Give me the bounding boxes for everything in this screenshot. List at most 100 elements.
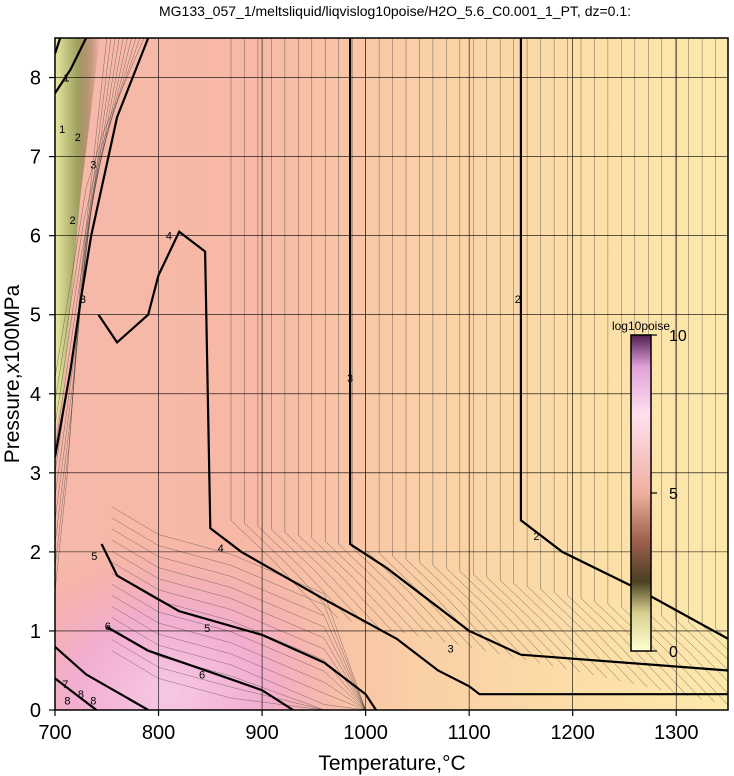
minor-contour-43 bbox=[111, 584, 366, 710]
contour-label-5: 4 bbox=[218, 543, 224, 555]
y-tick-label-0: 0 bbox=[30, 700, 41, 722]
colorbar-scale bbox=[630, 334, 652, 652]
major-contours bbox=[55, 38, 728, 710]
minor-contour-21 bbox=[513, 38, 608, 679]
major-contour-5-4 bbox=[100, 543, 377, 710]
minor-contour-37 bbox=[111, 650, 366, 710]
colorbar-ticks: 0 5 10 bbox=[651, 328, 687, 661]
major-contour-3-6 bbox=[55, 38, 150, 458]
colorbar-tick-label-0: 0 bbox=[669, 644, 678, 661]
minor-contour-47 bbox=[111, 539, 366, 710]
contour-label-9: 6 bbox=[105, 621, 111, 633]
minor-contour-11 bbox=[378, 38, 473, 649]
minor-contour-7 bbox=[324, 38, 419, 637]
minor-contour-1 bbox=[244, 38, 338, 619]
major-contour-1-8 bbox=[55, 38, 62, 55]
y-tick-label-2: 2 bbox=[30, 542, 41, 564]
x-axis-label: Temperature,°C bbox=[318, 752, 465, 775]
plot-frame bbox=[54, 37, 729, 711]
minor-contour-50 bbox=[111, 506, 366, 710]
colorbar-tick-label-1: 5 bbox=[669, 486, 678, 503]
colorbar-label: log10poise bbox=[612, 319, 670, 333]
minor-contour-46 bbox=[111, 550, 366, 710]
y-tick-label-7: 7 bbox=[30, 147, 41, 169]
x-tick-label-5: 1200 bbox=[550, 722, 595, 744]
contour-label-13: 8 bbox=[90, 696, 96, 708]
minor-contour-14 bbox=[419, 38, 513, 658]
major-contour-7-9 bbox=[55, 645, 149, 710]
minor-contour-30 bbox=[634, 38, 728, 706]
minor-contour-41 bbox=[111, 606, 366, 710]
minor-contour-33 bbox=[674, 38, 728, 671]
contour-label-10: 7 bbox=[62, 679, 68, 691]
contour-label-18: 1 bbox=[63, 73, 69, 85]
contour-label-17: 2 bbox=[70, 215, 76, 227]
chart-title: MG133_057_1/meltsliquid/liqvislog10poise… bbox=[159, 3, 631, 19]
colorbar: log10poise 0 5 10 bbox=[612, 319, 687, 661]
minor-contour-18 bbox=[473, 38, 567, 670]
minor-contour-28 bbox=[607, 38, 702, 700]
contour-label-8: 6 bbox=[199, 669, 205, 681]
contour-label-15: 3 bbox=[90, 159, 96, 171]
y-tick-label-8: 8 bbox=[30, 68, 41, 90]
x-tick-label-2: 900 bbox=[245, 722, 278, 744]
minor-contour-9 bbox=[351, 38, 446, 643]
x-tick-label-1: 800 bbox=[142, 722, 175, 744]
major-contour-8-10 bbox=[55, 677, 98, 710]
minor-contour-42 bbox=[111, 595, 366, 710]
grid bbox=[55, 38, 728, 710]
minor-contour-45 bbox=[111, 561, 366, 710]
x-tick-label-0: 700 bbox=[38, 722, 71, 744]
y-tick-label-3: 3 bbox=[30, 463, 41, 485]
major-contour-3-1 bbox=[349, 38, 728, 672]
x-tick-label-6: 1300 bbox=[654, 722, 699, 744]
minor-contour-48 bbox=[111, 528, 366, 710]
minor-contour-38 bbox=[111, 639, 366, 710]
major-contour-4-3 bbox=[97, 274, 160, 345]
minor-contour-16 bbox=[446, 38, 540, 664]
minor-contour-24 bbox=[553, 38, 648, 688]
minor-contour-35 bbox=[701, 38, 728, 651]
major-contour-2-7 bbox=[55, 38, 88, 94]
minor-contour-15 bbox=[432, 38, 527, 661]
y-axis-label: Pressure,x100MPa bbox=[1, 284, 24, 463]
minor-contour-22 bbox=[526, 38, 621, 682]
major-contour-4-2 bbox=[157, 230, 728, 696]
y-axis: 0 1 2 3 4 5 6 7 8 bbox=[30, 68, 55, 722]
contour-label-2: 3 bbox=[347, 373, 353, 385]
minor-contour-27 bbox=[594, 38, 688, 697]
minor-contour-36 bbox=[715, 38, 728, 641]
minor-contour-3 bbox=[271, 38, 365, 625]
contour-label-11: 8 bbox=[78, 689, 84, 701]
minor-contour-34 bbox=[688, 38, 728, 661]
minor-contour-20 bbox=[499, 38, 594, 676]
contour-label-6: 5 bbox=[204, 623, 210, 635]
x-axis: 700 800 900 1000 1100 1200 1300 bbox=[38, 710, 698, 744]
contour-label-14: 3 bbox=[80, 294, 86, 306]
y-tick-label-5: 5 bbox=[30, 305, 41, 327]
contour-label-0: 2 bbox=[515, 294, 521, 306]
contour-label-19: 1 bbox=[59, 124, 65, 136]
contour-label-3: 3 bbox=[447, 643, 453, 655]
colorbar-tick-label-2: 10 bbox=[669, 328, 687, 345]
minor-contour-60 bbox=[55, 38, 145, 379]
minor-contour-31 bbox=[648, 38, 728, 695]
minor-contour-49 bbox=[111, 517, 366, 710]
minor-contour-2 bbox=[257, 38, 352, 622]
minor-contour-6 bbox=[311, 38, 406, 634]
minor-contour-13 bbox=[405, 38, 500, 655]
contour-label-12: 8 bbox=[64, 696, 70, 708]
major-contour-2-0 bbox=[519, 38, 728, 640]
y-tick-label-4: 4 bbox=[30, 384, 41, 406]
minor-contour-57 bbox=[55, 38, 132, 450]
minor-contour-32 bbox=[661, 38, 728, 683]
contour-label-4: 4 bbox=[166, 231, 172, 243]
minor-contour-23 bbox=[540, 38, 634, 685]
x-tick-label-4: 1100 bbox=[448, 722, 491, 744]
minor-contour-17 bbox=[459, 38, 554, 667]
y-tick-label-1: 1 bbox=[30, 621, 41, 643]
x-tick-label-3: 1000 bbox=[343, 722, 388, 744]
